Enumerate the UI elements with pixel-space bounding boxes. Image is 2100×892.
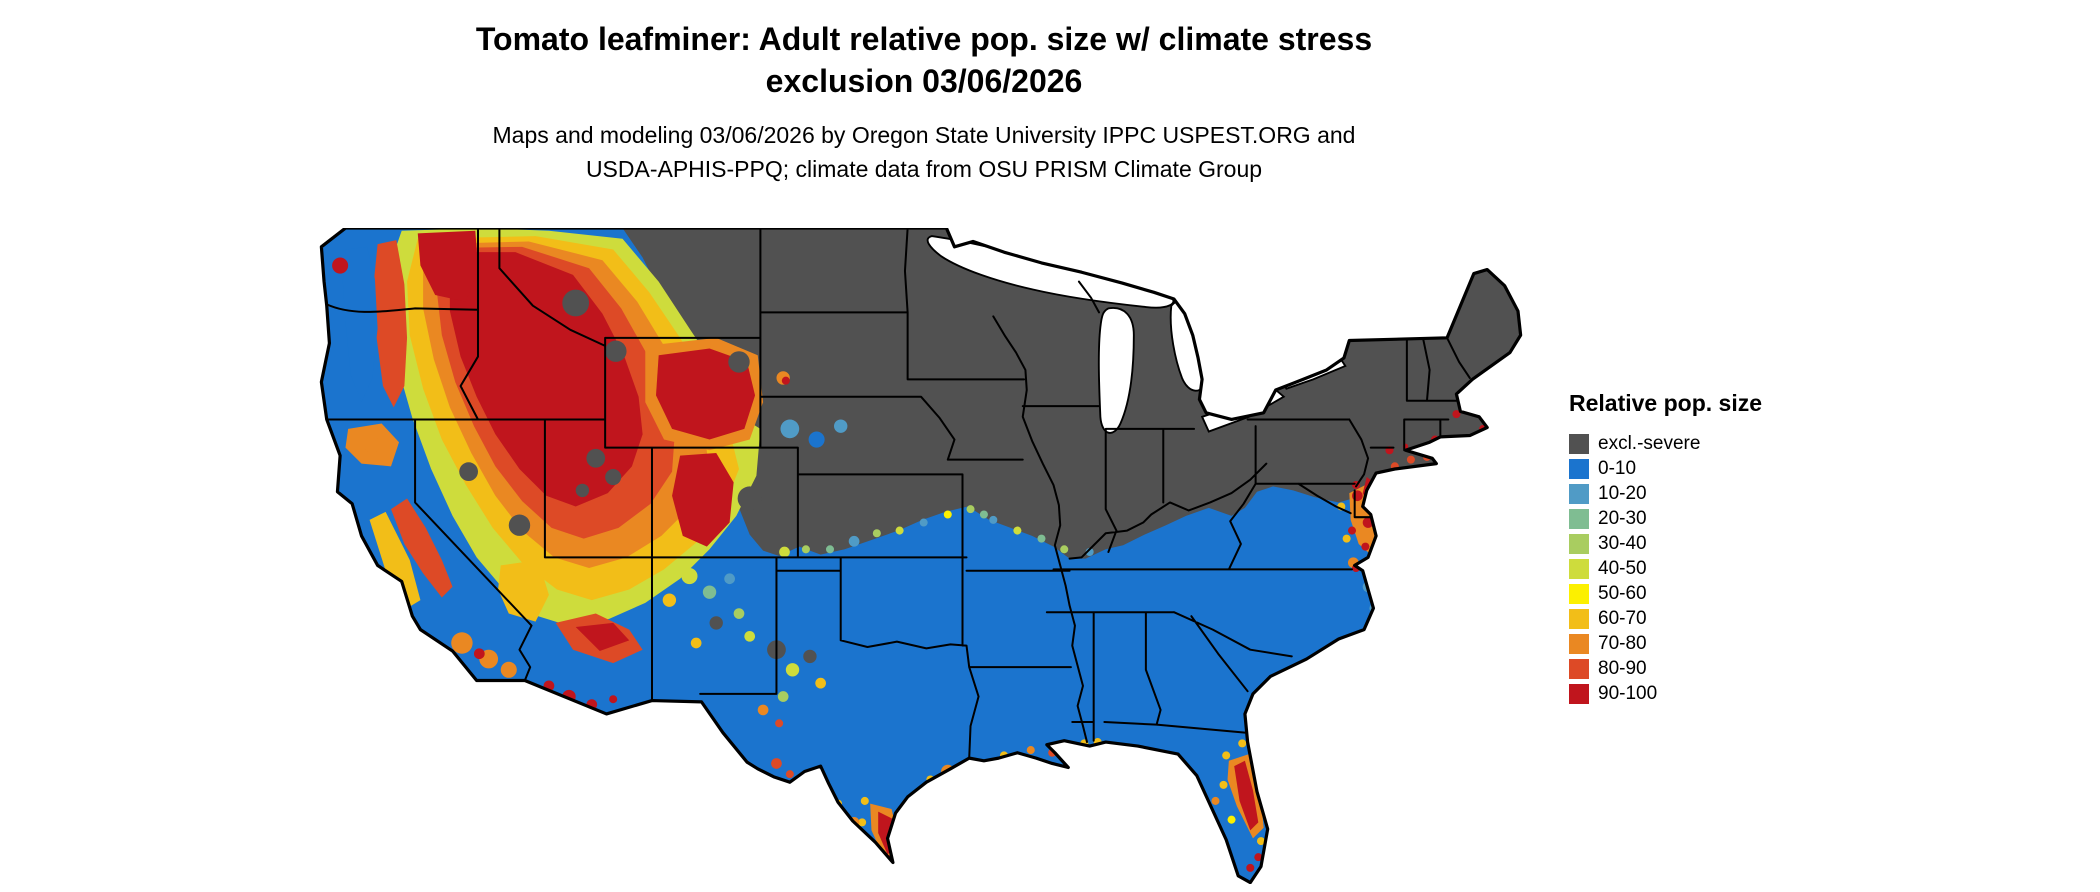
legend-label: 90-100 [1598,682,1658,704]
legend-swatch-60-70 [1569,608,1589,629]
title-line-1: Tomato leafminer: Adult relative pop. si… [475,21,1373,57]
legend-swatch-30-40 [1569,533,1589,554]
map-header: Tomato leafminer: Adult relative pop. si… [0,18,1848,186]
legend-item: 0-10 [1569,456,1819,481]
lake-michigan [1097,307,1135,434]
legend-swatch-80-90 [1569,658,1589,679]
legend-item: 80-90 [1569,656,1819,681]
legend-item: excl.-severe [1569,431,1819,456]
legend-label: 60-70 [1598,607,1647,629]
legend-title: Relative pop. size [1569,390,1763,416]
exclusion-pockets [459,289,817,664]
state-borders [325,228,1471,760]
legend-swatch-20-30 [1569,508,1589,529]
legend-label: 0-10 [1598,457,1637,479]
legend-item: 10-20 [1569,481,1819,506]
legend-item: 50-60 [1569,581,1819,606]
legend-swatch-40-50 [1569,558,1589,579]
legend-item: 60-70 [1569,606,1819,631]
legend-label: 70-80 [1598,632,1647,654]
page-title: Tomato leafminer: Adult relative pop. si… [0,18,1848,102]
us-outline [319,226,1523,885]
page-subtitle: Maps and modeling 03/06/2026 by Oregon S… [0,118,1848,186]
subtitle-line-1: Maps and modeling 03/06/2026 by Oregon S… [492,122,1356,148]
legend-label: 30-40 [1598,532,1647,554]
legend-label: 40-50 [1598,557,1647,579]
legend-swatch-70-80 [1569,633,1589,654]
legend-swatch-excl-severe [1569,433,1589,454]
legend-label: 80-90 [1598,657,1647,679]
legend-label: 10-20 [1598,482,1647,504]
excluded-region [622,228,1521,559]
map-svg [319,226,1523,885]
legend-label: 20-30 [1598,507,1647,529]
map-legend: Relative pop. size excl.-severe 0-10 10-… [1569,390,1819,706]
legend-swatch-10-20 [1569,483,1589,504]
puget-willamette-lowland [342,246,378,403]
legend-item: 40-50 [1569,556,1819,581]
legend-item: 30-40 [1569,531,1819,556]
legend-label: 50-60 [1598,582,1647,604]
legend-swatch-50-60 [1569,583,1589,604]
legend-item: 90-100 [1569,681,1819,706]
title-line-2: exclusion 03/06/2026 [765,63,1083,99]
legend-swatch-0-10 [1569,458,1589,479]
us-population-map [308,226,1526,885]
map-paint-layers [321,228,1521,883]
subtitle-line-2: USDA-APHIS-PPQ; climate data from OSU PR… [585,156,1263,182]
legend-label: excl.-severe [1598,432,1701,454]
legend-swatch-90-100 [1569,683,1589,704]
western-heat-blobs [345,228,764,664]
legend-item: 70-80 [1569,631,1819,656]
legend-item: 20-30 [1569,506,1819,531]
